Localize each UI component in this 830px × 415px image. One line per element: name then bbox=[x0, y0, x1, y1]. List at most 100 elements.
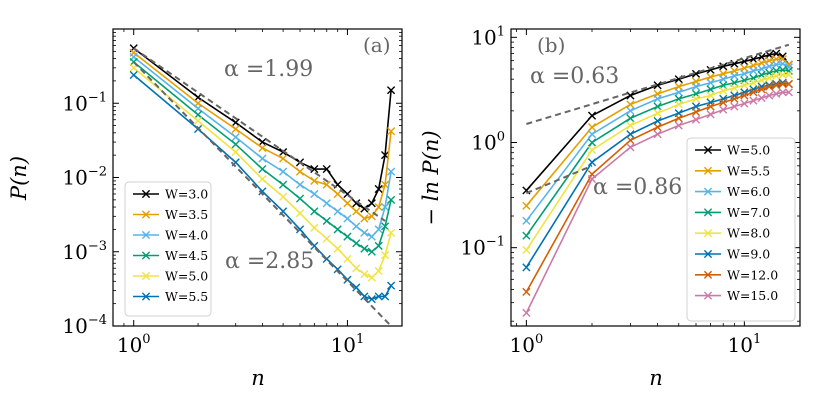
data-point bbox=[386, 228, 396, 237]
legend-marker bbox=[703, 270, 713, 279]
data-point bbox=[374, 266, 383, 276]
data-point bbox=[749, 88, 758, 97]
legend-label: W=3.5 bbox=[165, 207, 208, 222]
x-axis-label: n bbox=[649, 366, 663, 390]
data-point bbox=[386, 281, 396, 290]
data-point bbox=[333, 207, 342, 216]
data-point bbox=[730, 71, 739, 80]
data-point bbox=[193, 116, 203, 125]
data-point bbox=[231, 133, 240, 142]
data-point bbox=[772, 81, 781, 90]
data-point bbox=[587, 138, 597, 147]
series-line-W=6.0 bbox=[525, 62, 790, 222]
data-point bbox=[352, 264, 361, 273]
data-point bbox=[691, 107, 701, 117]
legend-marker bbox=[141, 271, 151, 281]
y-axis-label: − ln P(n) bbox=[419, 130, 443, 225]
series-line-W=15.0 bbox=[525, 91, 789, 314]
data-point bbox=[778, 70, 787, 79]
data-point bbox=[719, 75, 728, 84]
data-point bbox=[360, 244, 369, 253]
data-point bbox=[757, 64, 766, 74]
data-point bbox=[360, 228, 369, 237]
plot-area bbox=[129, 44, 396, 326]
data-point bbox=[626, 136, 635, 145]
data-point bbox=[258, 143, 267, 153]
data-point bbox=[343, 254, 352, 264]
data-point bbox=[626, 130, 635, 139]
data-point bbox=[587, 130, 597, 139]
data-point bbox=[333, 225, 342, 234]
data-point bbox=[258, 175, 267, 184]
data-point bbox=[343, 214, 352, 223]
data-point bbox=[653, 102, 662, 111]
data-point bbox=[279, 180, 288, 189]
data-point bbox=[380, 202, 390, 212]
legend-label: W=5.0 bbox=[727, 143, 770, 158]
data-point bbox=[719, 86, 728, 95]
data-point bbox=[706, 85, 715, 94]
data-point bbox=[749, 66, 758, 75]
legend-marker bbox=[703, 249, 713, 259]
legend-label: W=6.0 bbox=[727, 184, 770, 199]
legend-label: W=4.0 bbox=[165, 228, 208, 243]
series-line-W=5.0 bbox=[525, 52, 790, 191]
data-point bbox=[772, 89, 781, 98]
data-point bbox=[674, 88, 683, 97]
data-point bbox=[360, 204, 369, 213]
data-point bbox=[587, 145, 597, 155]
chart-panel-a: 100 101 10−4 10−3 10−2 10−1 α =1.99 α =2.85 (a) n… bbox=[7, 28, 403, 390]
series-line-W=12.0 bbox=[525, 83, 789, 293]
data-point bbox=[522, 308, 531, 317]
data-point bbox=[765, 82, 774, 91]
data-point bbox=[279, 167, 288, 176]
data-point bbox=[322, 216, 331, 226]
legend-marker bbox=[703, 208, 713, 217]
chart-panel-b: 100 101 10−1 100 101 α =0.63 α =0.86 (b) n − ln P… bbox=[419, 24, 801, 390]
data-point bbox=[730, 102, 739, 111]
data-point bbox=[333, 189, 342, 199]
data-point bbox=[730, 83, 739, 93]
data-point bbox=[522, 231, 531, 240]
data-point bbox=[653, 123, 662, 132]
legend-label: W=5.5 bbox=[727, 163, 770, 178]
legend-label: W=12.0 bbox=[727, 267, 778, 282]
data-point bbox=[784, 70, 793, 79]
data-point bbox=[730, 94, 739, 103]
data-point bbox=[360, 214, 369, 223]
data-point bbox=[522, 245, 531, 255]
guide-line bbox=[526, 164, 593, 195]
legend-marker bbox=[703, 291, 713, 300]
data-point bbox=[706, 110, 715, 119]
data-point bbox=[231, 118, 240, 127]
data-point bbox=[380, 292, 390, 301]
legend-marker bbox=[141, 292, 151, 301]
data-point bbox=[522, 287, 531, 296]
data-point bbox=[691, 69, 701, 78]
data-point bbox=[765, 62, 774, 71]
data-point bbox=[258, 137, 267, 147]
guide-label: α =1.99 bbox=[224, 57, 313, 82]
data-point bbox=[352, 207, 361, 216]
plot-area bbox=[522, 43, 793, 317]
data-point bbox=[352, 239, 361, 248]
series-line-W=5.5 bbox=[133, 74, 392, 300]
x-tick-label: 101 bbox=[727, 332, 761, 357]
data-point bbox=[258, 154, 267, 163]
legend-label: W=9.0 bbox=[727, 247, 770, 262]
series-line-W=5.5 bbox=[525, 58, 790, 207]
data-point bbox=[386, 86, 396, 95]
data-point bbox=[674, 121, 683, 130]
legend-marker bbox=[703, 187, 713, 196]
y-tick-label: 10−2 bbox=[62, 165, 107, 190]
data-point bbox=[322, 199, 331, 208]
legend-label: W=3.0 bbox=[165, 187, 208, 202]
data-point bbox=[360, 292, 369, 301]
data-point bbox=[386, 127, 396, 136]
data-point bbox=[295, 209, 305, 218]
data-point bbox=[626, 100, 635, 109]
data-point bbox=[626, 143, 635, 152]
data-point bbox=[367, 199, 376, 208]
data-point bbox=[740, 91, 749, 100]
guide-line bbox=[133, 47, 386, 222]
